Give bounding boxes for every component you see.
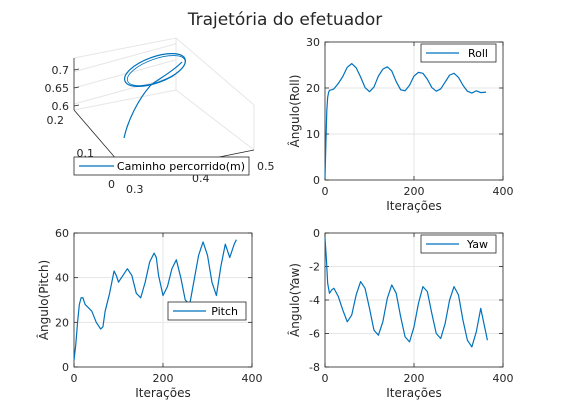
roll-plot: 0 200 400 0 10 20 30 Iterações Ângulo(Roll) Roll [287,36,514,213]
y-tick-label: 30 [306,36,320,49]
figure-title: Trajetória do efetuador [187,10,383,30]
y-axis-label: Ângulo(Roll) [287,75,302,148]
x-tick-label: 0.2 [47,114,65,127]
x-tick-label: 0 [108,178,115,191]
floor-back-right [176,90,254,150]
z-tick-label: 0.7 [52,64,70,77]
x-tick-label: 400 [493,372,514,385]
y-tick-label: -6 [309,328,320,341]
y-tick-label: 0.5 [257,160,275,173]
y-tick-label: -2 [309,261,320,274]
yaw-plot: 0 200 400 0 -2 -4 -6 -8 Iterações Ângulo(Yaw) Yaw [287,227,514,400]
x-tick-label: 200 [153,372,174,385]
series-line [325,64,486,178]
pitch-plot: 0 200 400 0 20 40 60 Iterações Ângulo(Pitch) Pitc… [36,227,263,400]
x-tick-label: 200 [404,372,425,385]
y-tick-label: 60 [55,227,69,240]
y-tick-label: 20 [306,82,320,95]
z-tick-mark [74,105,79,106]
x-axis-label: Iterações [135,386,191,400]
y-tick-label: -4 [309,294,320,307]
y-axis-label: Ângulo(Pitch) [36,260,51,340]
legend-label: Caminho percorrido(m) [117,160,245,173]
y-tick-label: 0.3 [126,183,144,196]
y-axis-label: Ângulo(Yaw) [287,263,302,337]
series-line [325,238,487,347]
z-tick-label: 0.6 [52,100,70,113]
x-axis-label: Iterações [386,386,442,400]
y-tick-label: 0 [313,227,320,240]
x-tick-label: 0 [71,372,78,385]
x-tick-label: 200 [404,185,425,198]
legend-label: Yaw [466,238,488,251]
z-tick-mark [74,69,79,70]
z-tick-mark [74,87,79,88]
y-tick-label: 40 [55,272,69,285]
z-grid-line [74,60,176,88]
x-tick-label: 400 [242,372,263,385]
y-tick-label: 10 [306,128,320,141]
trajectory-tail [124,86,150,138]
trajectory-loop [120,47,189,93]
series-line [74,240,236,361]
legend-label: Roll [468,47,488,60]
y-tick-label: 20 [55,316,69,329]
legend-label: Pitch [211,305,238,318]
x-tick-label: 400 [493,185,514,198]
box-top-edge [74,38,254,105]
x-tick-label: 0 [322,185,329,198]
z-tick-label: 0.65 [45,82,70,95]
y-tick-label: 0 [62,361,69,374]
x-axis-label: Iterações [386,199,442,213]
y-tick-label: 0 [313,174,320,187]
x-tick-label: 0 [322,372,329,385]
y-tick-label: -8 [309,361,320,374]
